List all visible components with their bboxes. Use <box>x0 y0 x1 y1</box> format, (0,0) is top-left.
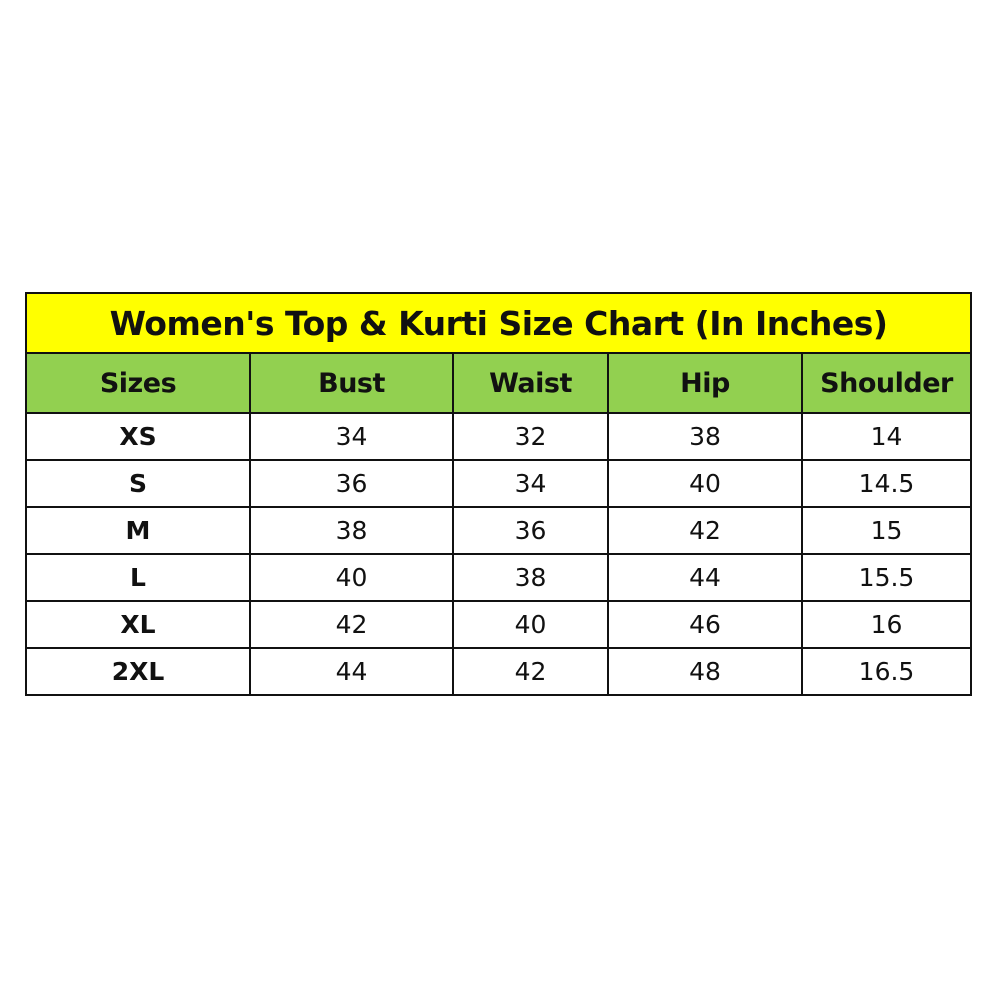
cell-shoulder: 15 <box>800 506 973 555</box>
column-header-shoulder: Shoulder <box>800 352 973 414</box>
cell-shoulder: 15.5 <box>800 553 973 602</box>
cell-hip: 46 <box>607 600 803 649</box>
cell-shoulder: 14.5 <box>800 459 973 508</box>
cell-waist: 32 <box>452 412 609 461</box>
cell-waist: 38 <box>452 553 609 602</box>
cell-hip: 38 <box>607 412 803 461</box>
chart-title: Women's Top & Kurti Size Chart (In Inche… <box>24 292 973 354</box>
cell-bust: 36 <box>249 459 454 508</box>
table-row: XL 42 40 46 16 <box>25 600 973 649</box>
table-row: M 38 36 42 15 <box>25 506 973 555</box>
cell-waist: 40 <box>452 600 609 649</box>
cell-bust: 38 <box>249 506 454 555</box>
column-header-bust: Bust <box>249 352 454 414</box>
cell-size: S <box>25 459 251 508</box>
table-row: S 36 34 40 14.5 <box>25 459 973 508</box>
cell-shoulder: 14 <box>800 412 973 461</box>
table-row: L 40 38 44 15.5 <box>25 553 973 602</box>
cell-hip: 40 <box>607 459 803 508</box>
size-chart-table: Women's Top & Kurti Size Chart (In Inche… <box>24 292 973 696</box>
title-row: Women's Top & Kurti Size Chart (In Inche… <box>24 292 973 354</box>
table-row: XS 34 32 38 14 <box>25 412 973 461</box>
table-row: 2XL 44 42 48 16.5 <box>25 647 973 696</box>
cell-waist: 34 <box>452 459 609 508</box>
cell-size: 2XL <box>25 647 251 696</box>
cell-bust: 40 <box>249 553 454 602</box>
cell-bust: 42 <box>249 600 454 649</box>
cell-hip: 44 <box>607 553 803 602</box>
cell-size: XS <box>25 412 251 461</box>
cell-waist: 42 <box>452 647 609 696</box>
header-row: Sizes Bust Waist Hip Shoulder <box>25 352 973 414</box>
cell-size: M <box>25 506 251 555</box>
cell-hip: 48 <box>607 647 803 696</box>
cell-hip: 42 <box>607 506 803 555</box>
column-header-waist: Waist <box>452 352 609 414</box>
cell-bust: 44 <box>249 647 454 696</box>
cell-size: L <box>25 553 251 602</box>
cell-bust: 34 <box>249 412 454 461</box>
cell-shoulder: 16.5 <box>800 647 973 696</box>
cell-waist: 36 <box>452 506 609 555</box>
cell-shoulder: 16 <box>800 600 973 649</box>
column-header-sizes: Sizes <box>25 352 251 414</box>
cell-size: XL <box>25 600 251 649</box>
column-header-hip: Hip <box>607 352 803 414</box>
